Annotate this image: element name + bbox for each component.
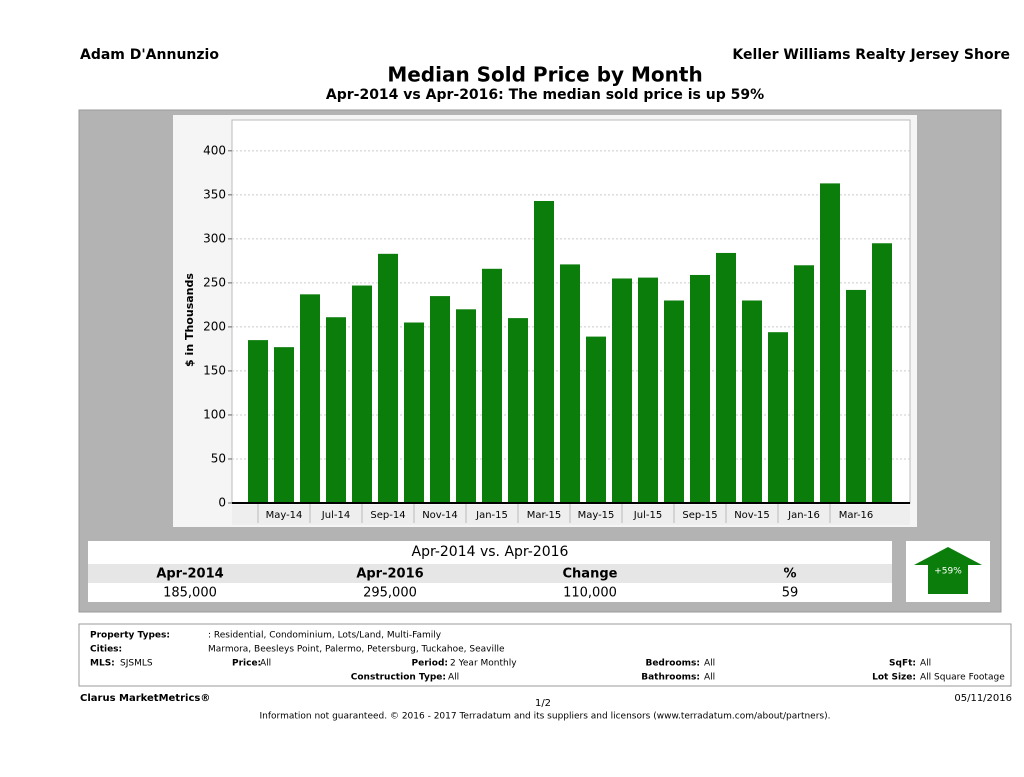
summary-header: Apr-2014 bbox=[156, 567, 223, 582]
bar bbox=[716, 252, 736, 503]
summary-header-row bbox=[88, 564, 892, 583]
brand: Clarus MarketMetrics® bbox=[80, 693, 210, 704]
x-tick-label: Nov-14 bbox=[422, 510, 458, 521]
bar bbox=[326, 317, 346, 503]
filter-label: SqFt: bbox=[889, 659, 916, 669]
bar bbox=[586, 336, 606, 503]
bar bbox=[560, 264, 580, 503]
bar bbox=[794, 265, 814, 503]
bar bbox=[248, 340, 268, 503]
y-tick-label: 200 bbox=[203, 319, 226, 333]
filter-label: Construction Type: bbox=[351, 673, 446, 683]
summary-value: 185,000 bbox=[163, 586, 217, 601]
y-tick-label: 300 bbox=[203, 231, 226, 245]
bar bbox=[612, 278, 632, 503]
bar bbox=[690, 274, 710, 503]
bar bbox=[742, 300, 762, 503]
chart-title: Median Sold Price by Month bbox=[387, 63, 702, 87]
x-tick-label: Mar-16 bbox=[839, 510, 874, 521]
filter-value: All bbox=[704, 659, 715, 669]
report-date: 05/11/2016 bbox=[954, 693, 1012, 704]
filter-label: Property Types: bbox=[90, 631, 170, 641]
x-tick-label: Jul-14 bbox=[321, 510, 350, 521]
x-tick-label: Nov-15 bbox=[734, 510, 770, 521]
filter-value: Marmora, Beesleys Point, Palermo, Peters… bbox=[208, 645, 505, 655]
bar bbox=[872, 243, 892, 503]
bar bbox=[846, 289, 866, 503]
summary-header: Change bbox=[563, 567, 618, 582]
bar bbox=[820, 183, 840, 503]
summary-header: % bbox=[783, 567, 796, 582]
bar bbox=[430, 296, 450, 503]
bar bbox=[638, 277, 658, 503]
x-tick-label: May-15 bbox=[578, 510, 615, 521]
summary-cells: Apr-2014 185,000 Apr-2016 295,000 Change 110,… bbox=[156, 567, 798, 601]
filter-label: Bathrooms: bbox=[641, 673, 700, 683]
summary-header: Apr-2016 bbox=[356, 567, 423, 582]
filter-value: All bbox=[704, 673, 715, 683]
filter-value: 2 Year Monthly bbox=[450, 659, 517, 669]
x-tick-label: Sep-14 bbox=[370, 510, 405, 521]
filter-label: Lot Size: bbox=[872, 673, 916, 683]
filter-label: Cities: bbox=[90, 645, 122, 655]
bar bbox=[508, 318, 528, 503]
change-badge: +59% bbox=[934, 567, 962, 577]
x-tick-label: May-14 bbox=[266, 510, 303, 521]
page-number: 1/2 bbox=[535, 698, 551, 709]
y-tick-label: 100 bbox=[203, 407, 226, 421]
x-tick-label: Sep-15 bbox=[682, 510, 717, 521]
x-axis-band bbox=[232, 505, 910, 525]
x-tick-label: Mar-15 bbox=[527, 510, 562, 521]
filter-label: Period: bbox=[412, 659, 448, 669]
bar bbox=[274, 347, 294, 503]
summary-value: 59 bbox=[782, 586, 799, 601]
agent-name: Adam D'Annunzio bbox=[80, 47, 219, 63]
filter-value: All bbox=[448, 673, 459, 683]
filter-label: MLS: bbox=[90, 659, 115, 669]
bar bbox=[482, 268, 502, 503]
bar bbox=[300, 294, 320, 503]
filter-value: All bbox=[260, 659, 271, 669]
company-name: Keller Williams Realty Jersey Shore bbox=[732, 47, 1010, 63]
filter-label: Bedrooms: bbox=[645, 659, 700, 669]
bar bbox=[378, 253, 398, 503]
bar bbox=[352, 285, 372, 503]
y-tick-label: 0 bbox=[218, 496, 226, 510]
y-axis-label: $ in Thousands bbox=[183, 273, 196, 367]
y-tick-label: 400 bbox=[203, 143, 226, 157]
bar bbox=[768, 332, 788, 503]
filter-label: Price: bbox=[232, 659, 261, 669]
y-tick-label: 150 bbox=[203, 363, 226, 377]
x-tick-label: Jan-15 bbox=[475, 510, 508, 521]
plot: 0 50 100 150 200 250 300 350 400 May-14 Jul-14 Sep-… bbox=[203, 143, 910, 523]
up-arrow bbox=[914, 547, 982, 594]
summary-value: 295,000 bbox=[363, 586, 417, 601]
summary-title: Apr-2014 vs. Apr-2016 bbox=[412, 544, 569, 560]
bar bbox=[664, 300, 684, 503]
x-tick-label: Jan-16 bbox=[787, 510, 820, 521]
bar bbox=[534, 201, 554, 503]
filter-value: SJSMLS bbox=[120, 659, 153, 669]
bar bbox=[404, 322, 424, 503]
filter-value: All bbox=[920, 659, 931, 669]
y-tick-label: 350 bbox=[203, 187, 226, 201]
y-tick-label: 250 bbox=[203, 275, 226, 289]
filter-value: All Square Footage bbox=[920, 673, 1005, 683]
x-tick-label: Jul-15 bbox=[633, 510, 662, 521]
filter-value: : Residential, Condominium, Lots/Land, M… bbox=[208, 631, 442, 641]
summary-value: 110,000 bbox=[563, 586, 617, 601]
y-tick-label: 50 bbox=[211, 451, 226, 465]
filters-box bbox=[78, 623, 1012, 687]
chart-subtitle: Apr-2014 vs Apr-2016: The median sold pr… bbox=[326, 87, 764, 103]
disclaimer: Information not guaranteed. © 2016 - 201… bbox=[260, 712, 831, 722]
bar bbox=[456, 309, 476, 503]
